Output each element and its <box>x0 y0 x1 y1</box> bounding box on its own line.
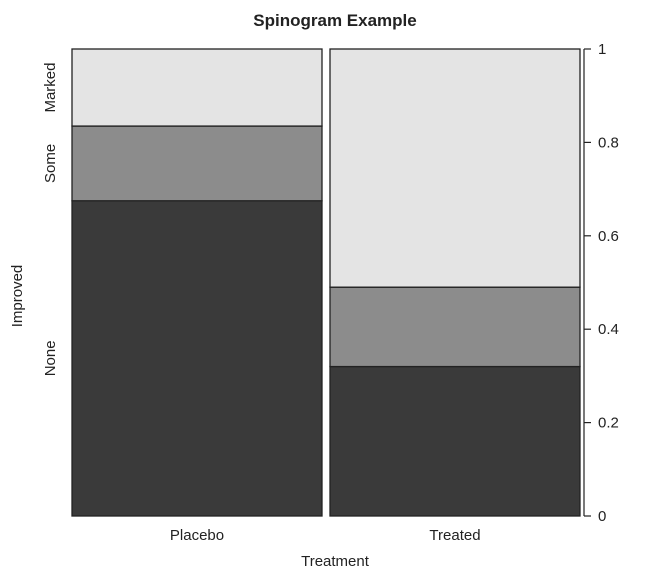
bar-segment-placebo-marked <box>71 48 323 127</box>
bar-segment-treated-marked <box>329 48 581 288</box>
bar-segment-placebo-some <box>71 125 323 202</box>
x-tick-label-treated: Treated <box>429 527 480 544</box>
y-tick-label: 0.6 <box>598 228 619 245</box>
chart-title: Spinogram Example <box>253 11 416 30</box>
y-tick-label: 0.8 <box>598 134 619 151</box>
y-level-label-marked: Marked <box>42 63 59 113</box>
bar-segment-treated-some <box>329 286 581 368</box>
bar-segments <box>71 48 581 517</box>
x-axis: Placebo Treated <box>170 527 481 544</box>
y-tick-label: 0.4 <box>598 321 619 338</box>
y-tick-label: 0 <box>598 508 606 525</box>
y-level-labels: None Some Marked <box>42 63 59 377</box>
y-axis: 0 0.2 0.4 0.6 0.8 1 <box>583 41 619 525</box>
y-axis-title: Improved <box>9 265 26 328</box>
y-level-label-some: Some <box>42 144 59 183</box>
y-level-label-none: None <box>42 340 59 376</box>
x-tick-label-placebo: Placebo <box>170 527 224 544</box>
x-axis-title: Treatment <box>301 553 370 570</box>
y-tick-label: 0.2 <box>598 415 619 432</box>
bar-segment-placebo-none <box>71 200 323 517</box>
bar-segment-treated-none <box>329 365 581 517</box>
y-tick-label: 1 <box>598 41 606 58</box>
